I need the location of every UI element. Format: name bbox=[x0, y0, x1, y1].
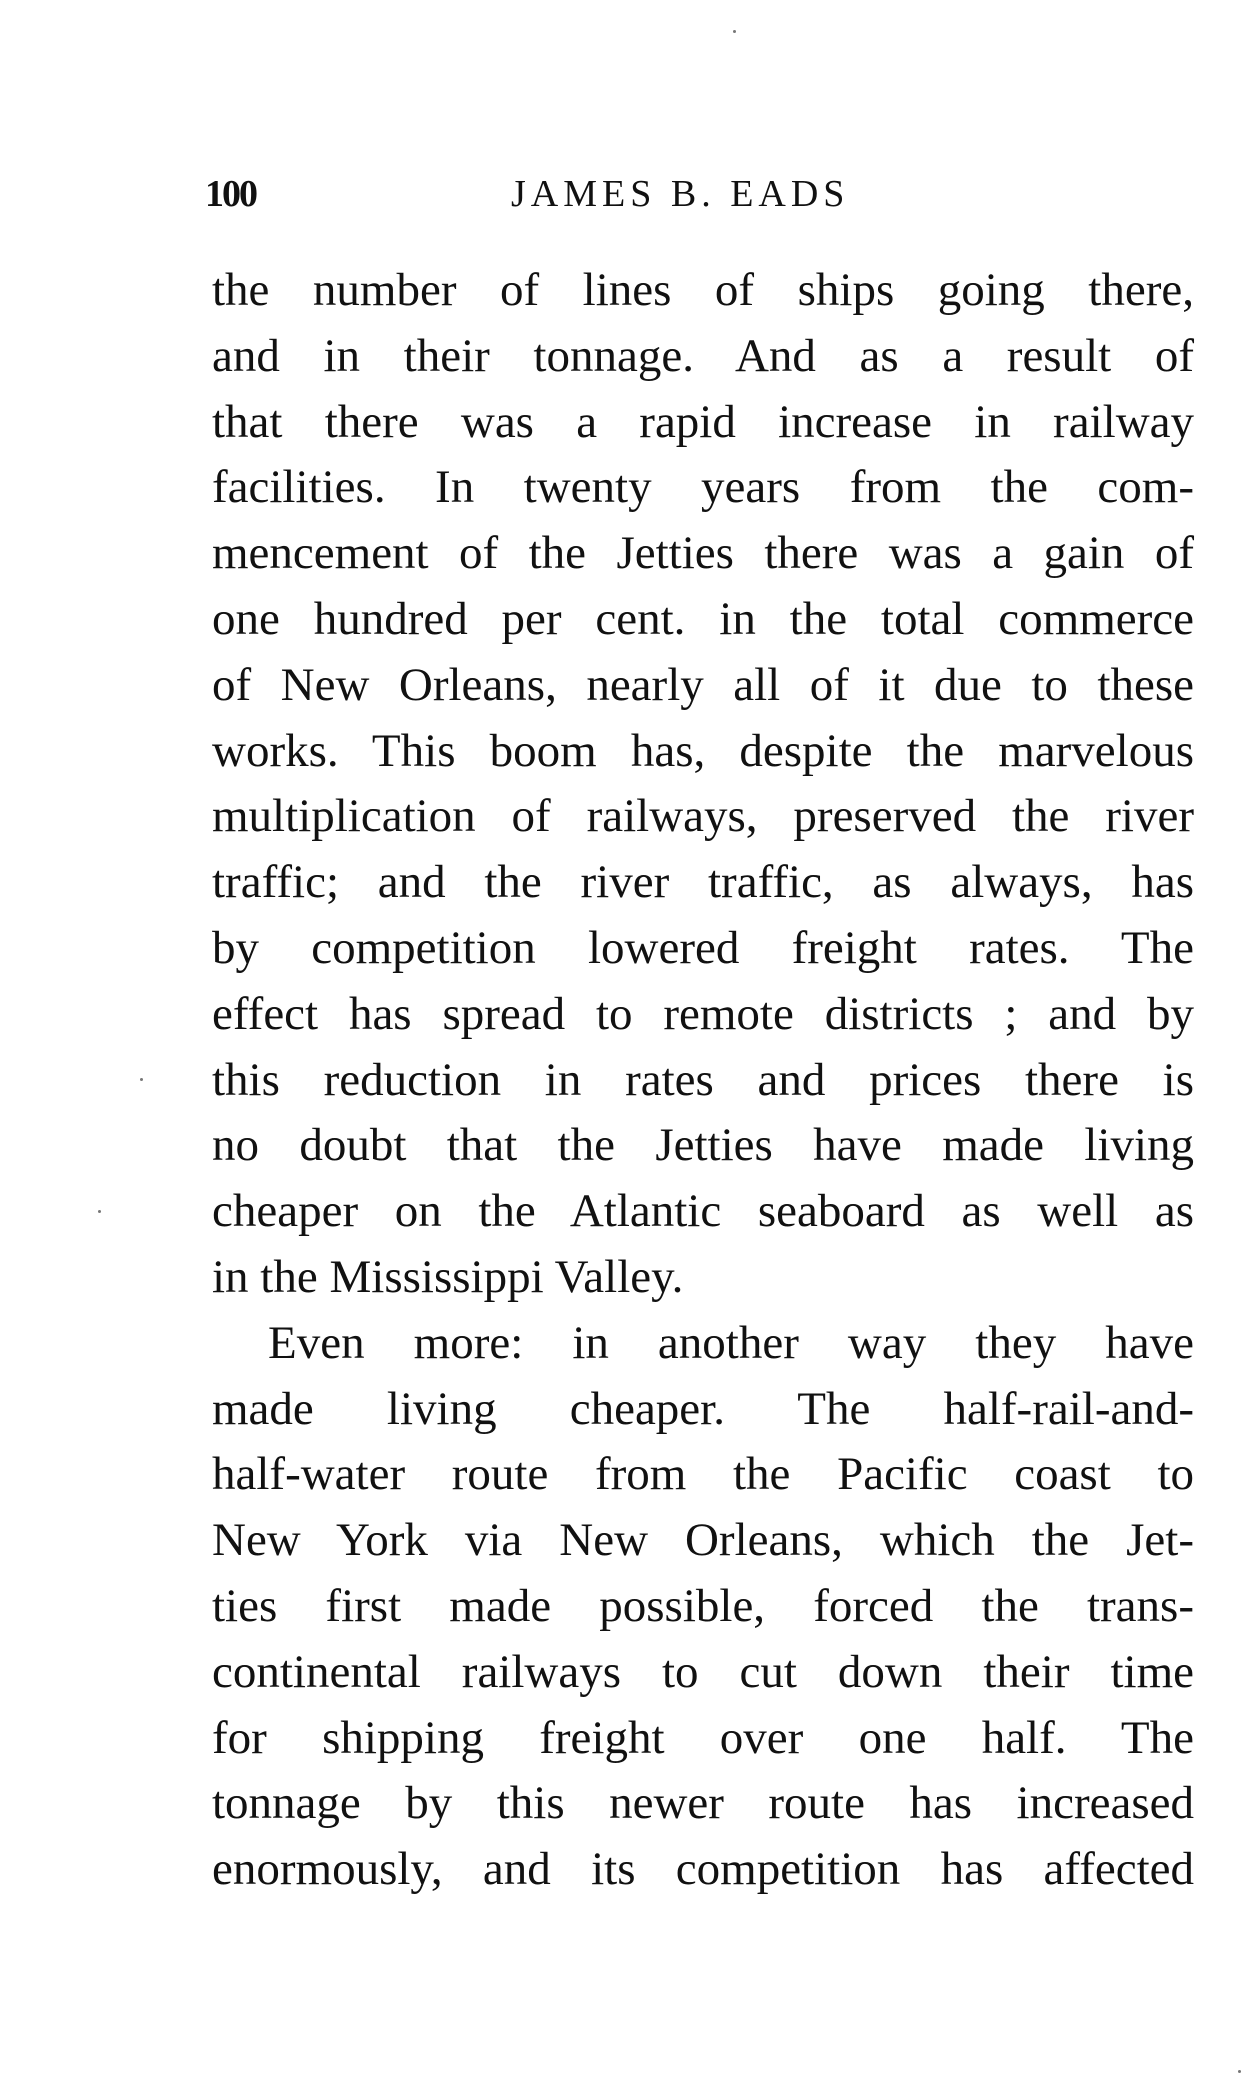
text-line: New York via New Orleans, which the Jet- bbox=[212, 1514, 1194, 1567]
running-title: JAMES B. EADS bbox=[511, 173, 850, 215]
scan-speck bbox=[733, 30, 736, 33]
text-line: made living cheaper. The half-rail-and- bbox=[212, 1382, 1194, 1435]
text-line: traffic; and the river traffic, as alway… bbox=[212, 856, 1194, 909]
text-line: enormously, and its competition has affe… bbox=[212, 1843, 1194, 1896]
text-line: half-water route from the Pacific coast … bbox=[212, 1448, 1194, 1501]
text-line: that there was a rapid increase in railw… bbox=[212, 395, 1194, 448]
text-line: cheaper on the Atlantic seaboard as well… bbox=[212, 1185, 1194, 1238]
text-line: one hundred per cent. in the total comme… bbox=[212, 592, 1194, 645]
text-line: the number of lines of ships going there… bbox=[212, 264, 1194, 316]
paragraph-first-line: Even more: in another way they have bbox=[268, 1316, 1194, 1369]
text-line: ties first made possible, forced the tra… bbox=[212, 1579, 1194, 1632]
text-line: mencement of the Jetties there was a gai… bbox=[212, 527, 1194, 580]
scan-speck bbox=[1238, 2070, 1241, 2073]
text-line: works. This boom has, despite the marvel… bbox=[212, 724, 1194, 777]
text-line: in the Mississippi Valley. bbox=[212, 1250, 684, 1303]
text-line: multiplication of railways, preserved th… bbox=[212, 790, 1194, 843]
text-line: of New Orleans, nearly all of it due to … bbox=[212, 658, 1194, 711]
body-text: the number of lines of ships going there… bbox=[212, 258, 1194, 1903]
text-line: this reduction in rates and prices there… bbox=[212, 1053, 1194, 1106]
text-line: tonnage by this newer route has increase… bbox=[212, 1777, 1194, 1830]
text-line: facilities. In twenty years from the com… bbox=[212, 461, 1194, 514]
page-number: 100 bbox=[205, 173, 258, 215]
text-line: and in their tonnage. And as a result of bbox=[212, 329, 1194, 382]
text-line: by competition lowered freight rates. Th… bbox=[212, 921, 1194, 974]
text-line: for shipping freight over one half. The bbox=[212, 1711, 1194, 1764]
running-header: 100 JAMES B. EADS bbox=[205, 172, 905, 222]
text-line: effect has spread to remote districts ; … bbox=[212, 987, 1194, 1040]
text-line: no doubt that the Jetties have made livi… bbox=[212, 1119, 1194, 1172]
text-line: continental railways to cut down their t… bbox=[212, 1645, 1194, 1698]
scan-speck bbox=[140, 1078, 143, 1081]
scan-speck bbox=[98, 1210, 101, 1213]
